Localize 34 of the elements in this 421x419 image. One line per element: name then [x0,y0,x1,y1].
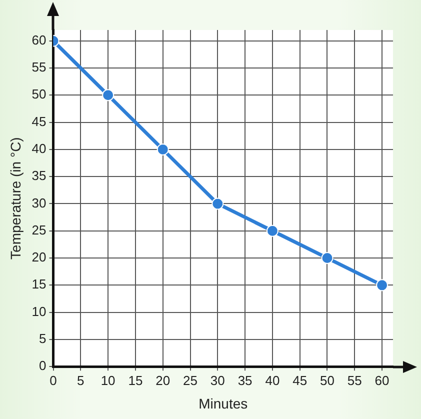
point [102,89,114,102]
y-tick-label: 10 [32,304,46,319]
point [212,198,224,210]
x-axis-title: Minutes [198,395,248,412]
y-tick-label: 50 [32,86,46,102]
x-tick-label: 5 [77,372,84,388]
point [376,279,388,292]
y-tick-label: 15 [32,276,46,292]
y-tick-label: 35 [32,168,46,184]
y-tick-label: 45 [32,114,46,129]
y-tick-label: 40 [32,141,46,156]
x-tick-label: 60 [374,372,390,388]
x-tick-label: 30 [210,372,225,388]
x-tick-label: 10 [100,372,116,388]
x-tick-label: 55 [347,372,362,388]
x-tick-label: 45 [292,372,308,388]
y-tick-label: 25 [32,222,46,238]
x-tick-label: 20 [156,372,170,388]
x-tick-label: 40 [265,372,280,388]
x-tick-label: 50 [320,372,334,388]
y-tick-label: 30 [32,195,46,210]
y-tick-label: 0 [39,358,46,374]
y-tick-label: 55 [32,60,46,75]
y-tick-label: 60 [32,32,46,48]
y-tick-label: 5 [39,331,46,346]
point [266,224,278,237]
y-tick-label: 20 [32,250,46,265]
x-tick-label: 0 [50,372,57,388]
y-axis-title: Temperature (in °C) [7,137,24,260]
x-tick-label: 25 [183,372,198,388]
point [321,252,334,264]
x-tick-label: 35 [238,372,252,388]
x-tick-label: 15 [128,372,143,388]
point [156,143,169,156]
